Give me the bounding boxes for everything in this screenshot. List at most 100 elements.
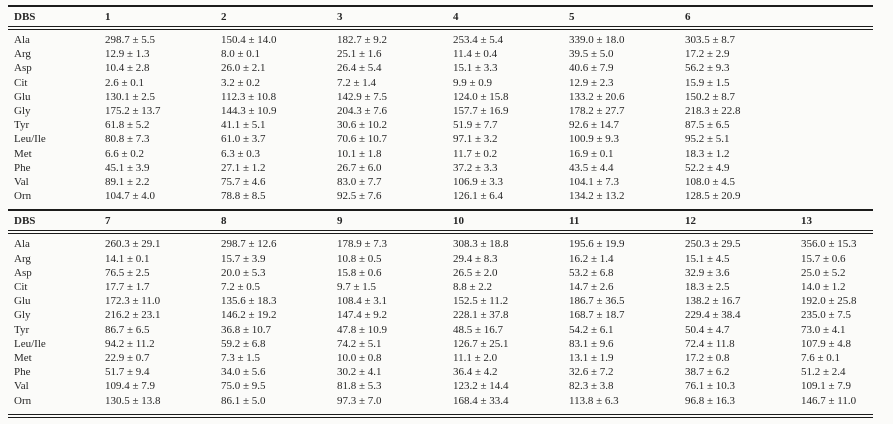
table-cell: 10.4 ± 2.8 <box>105 62 150 75</box>
table-cell: 138.2 ± 16.7 <box>685 295 741 308</box>
table-cell: 12.9 ± 2.3 <box>569 76 614 89</box>
table-cell: 17.7 ± 1.7 <box>105 281 150 294</box>
table-cell <box>795 61 873 75</box>
table-cell: 152.5 ± 11.2 <box>453 295 509 308</box>
table-cell: 356.0 ± 15.3 <box>801 238 857 251</box>
column-header: 4 <box>453 11 459 23</box>
table-cell: 92.5 ± 7.6 <box>337 190 382 203</box>
table-cell: 168.4 ± 33.4 <box>453 394 509 407</box>
table-cell <box>795 175 873 189</box>
table-cell: 260.3 ± 29.1 <box>105 238 161 251</box>
table-cell: 92.6 ± 14.7 <box>569 119 620 132</box>
table-cell <box>795 104 873 118</box>
table-cell: 108.4 ± 3.1 <box>337 295 388 308</box>
table-cell <box>795 90 873 104</box>
table-cell: 61.8 ± 5.2 <box>105 119 150 132</box>
table-cell: 175.2 ± 13.7 <box>105 105 161 118</box>
table-row: Met 22.9 ± 0.7 7.3 ± 1.5 10.0 ± 0.8 11.1 ± 2… <box>8 351 873 365</box>
table-cell: 104.7 ± 4.0 <box>105 190 156 203</box>
table-cell: 10.8 ± 0.5 <box>337 252 382 265</box>
table-cell: 41.1 ± 5.1 <box>221 119 266 132</box>
table-cell <box>795 28 873 47</box>
table-row: Phe 45.1 ± 3.9 27.1 ± 1.2 26.7 ± 6.0 37.2 ± … <box>8 161 873 175</box>
table-cell: 18.3 ± 2.5 <box>685 281 730 294</box>
table-cell: 144.3 ± 10.9 <box>221 105 277 118</box>
table-cell: 36.8 ± 10.7 <box>221 323 272 336</box>
table-row: Tyr 86.7 ± 6.5 36.8 ± 10.7 47.8 ± 10.9 48.5 … <box>8 323 873 337</box>
table-cell: 178.9 ± 7.3 <box>337 238 388 251</box>
table-cell: 124.0 ± 15.8 <box>453 90 509 103</box>
table-cell: 6.6 ± 0.2 <box>105 147 145 160</box>
table-cell: 53.2 ± 6.8 <box>569 266 614 279</box>
row-label: Val <box>14 176 29 189</box>
table-cell: 11.4 ± 0.4 <box>453 48 498 61</box>
table-cell: 51.9 ± 7.7 <box>453 119 498 132</box>
dbs-table-1-6: DBS 1 2 3 4 5 6 Ala 298.7 ± 5.5 150.4 ± 14.0 182.… <box>8 5 873 212</box>
table-cell: 7.2 ± 1.4 <box>337 76 377 89</box>
table-cell: 56.2 ± 9.3 <box>685 62 730 75</box>
row-label: Met <box>14 352 32 365</box>
table-cell: 15.8 ± 0.6 <box>337 266 382 279</box>
table-cell: 18.3 ± 1.2 <box>685 147 730 160</box>
row-label: Leu/Ile <box>14 133 46 146</box>
table-row: Glu 130.1 ± 2.5 112.3 ± 10.8 142.9 ± 7.5 124… <box>8 90 873 104</box>
table-cell: 204.3 ± 7.6 <box>337 105 388 118</box>
table-cell: 157.7 ± 16.9 <box>453 105 509 118</box>
table-cell: 14.0 ± 1.2 <box>801 281 846 294</box>
row-label: Val <box>14 380 29 393</box>
table-cell: 133.2 ± 20.6 <box>569 90 625 103</box>
column-header: 11 <box>569 215 580 228</box>
row-label: Gly <box>14 309 31 322</box>
table-cell: 113.8 ± 6.3 <box>569 394 619 407</box>
row-label: Orn <box>14 394 32 407</box>
table-cell <box>795 118 873 132</box>
table-cell: 7.2 ± 0.5 <box>221 281 261 294</box>
row-label-header: DBS <box>14 215 36 228</box>
table-cell: 106.9 ± 3.3 <box>453 176 504 189</box>
table-cell: 16.9 ± 0.1 <box>569 147 614 160</box>
table-cell: 147.4 ± 9.2 <box>337 309 388 322</box>
table-cell: 76.5 ± 2.5 <box>105 266 150 279</box>
table-cell: 13.1 ± 1.9 <box>569 352 614 365</box>
table-cell: 26.7 ± 6.0 <box>337 161 382 174</box>
table-cell: 235.0 ± 7.5 <box>801 309 852 322</box>
table-row: Asp 10.4 ± 2.8 26.0 ± 2.1 26.4 ± 5.4 15.1 ± … <box>8 61 873 75</box>
table-cell: 100.9 ± 9.3 <box>569 133 620 146</box>
table-cell: 104.1 ± 7.3 <box>569 176 620 189</box>
table-cell: 29.4 ± 8.3 <box>453 252 498 265</box>
table-cell: 22.9 ± 0.7 <box>105 352 150 365</box>
table-cell: 37.2 ± 3.3 <box>453 161 498 174</box>
table-cell: 34.0 ± 5.6 <box>221 366 266 379</box>
table-cell: 229.4 ± 38.4 <box>685 309 741 322</box>
table-row: Leu/Ile 80.8 ± 7.3 61.0 ± 3.7 70.6 ± 10.7 97… <box>8 132 873 146</box>
table-cell: 83.0 ± 7.7 <box>337 176 382 189</box>
row-label: Arg <box>14 252 31 265</box>
table-cell: 253.4 ± 5.4 <box>453 34 504 46</box>
table-row: Phe 51.7 ± 9.4 34.0 ± 5.6 30.2 ± 4.1 36.4 ± … <box>8 365 873 379</box>
row-label: Ala <box>14 238 30 251</box>
table-cell <box>795 132 873 146</box>
table-cell: 17.2 ± 0.8 <box>685 352 730 365</box>
table-cell: 70.6 ± 10.7 <box>337 133 388 146</box>
table-cell: 308.3 ± 18.8 <box>453 238 509 251</box>
table-row: Leu/Ile 94.2 ± 11.2 59.2 ± 6.8 74.2 ± 5.1 12… <box>8 337 873 351</box>
table-cell: 7.3 ± 1.5 <box>221 352 261 365</box>
table-cell: 32.9 ± 3.6 <box>685 266 730 279</box>
table-cell: 38.7 ± 6.2 <box>685 366 730 379</box>
table-cell: 14.7 ± 2.6 <box>569 281 614 294</box>
table-cell: 134.2 ± 13.2 <box>569 190 625 203</box>
table-cell: 142.9 ± 7.5 <box>337 90 388 103</box>
table-cell: 11.7 ± 0.2 <box>453 147 498 160</box>
table-cell: 228.1 ± 37.8 <box>453 309 509 322</box>
row-label: Ala <box>14 34 30 46</box>
row-label: Met <box>14 147 32 160</box>
table-cell: 20.0 ± 5.3 <box>221 266 266 279</box>
table-row: Tyr 61.8 ± 5.2 41.1 ± 5.1 30.6 ± 10.2 51.9 ±… <box>8 118 873 132</box>
table-cell: 59.2 ± 6.8 <box>221 337 266 350</box>
table-cell: 26.5 ± 2.0 <box>453 266 498 279</box>
row-label: Gly <box>14 105 31 118</box>
table-cell: 86.7 ± 6.5 <box>105 323 150 336</box>
row-label: Asp <box>14 266 32 279</box>
table-row: Cit 17.7 ± 1.7 7.2 ± 0.5 9.7 ± 1.5 8.8 ± 2.2… <box>8 280 873 294</box>
table-cell: 74.2 ± 5.1 <box>337 337 382 350</box>
